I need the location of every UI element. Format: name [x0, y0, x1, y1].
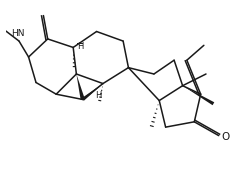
Polygon shape: [183, 86, 214, 105]
Text: H: H: [96, 91, 102, 100]
Text: H: H: [77, 42, 84, 51]
Polygon shape: [82, 84, 103, 101]
Polygon shape: [76, 74, 85, 100]
Text: O: O: [221, 132, 230, 142]
Text: HN: HN: [11, 29, 25, 38]
